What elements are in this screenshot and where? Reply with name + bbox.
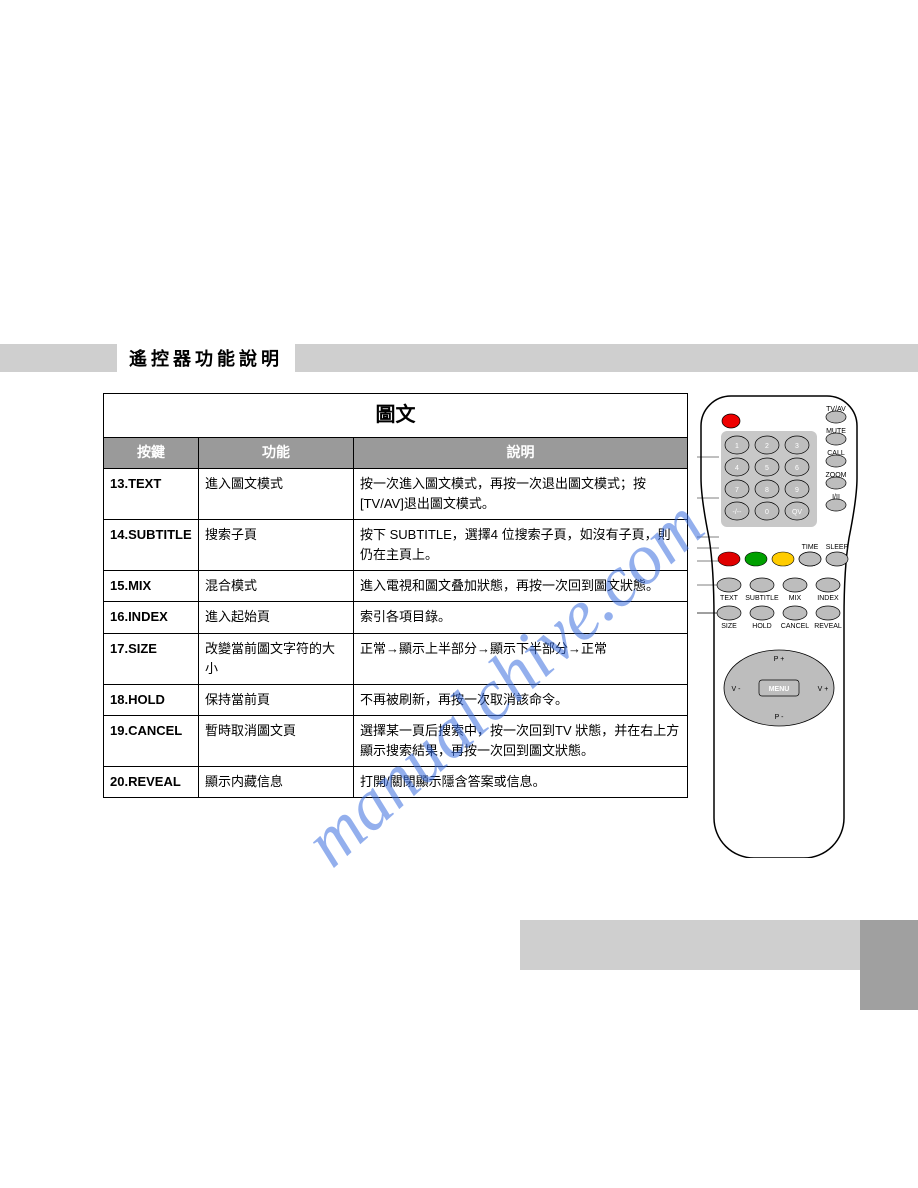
power-button[interactable] — [722, 414, 740, 428]
cell-desc: 不再被刷新，再按一次取消該命令。 — [354, 684, 688, 715]
table-row: 18.HOLD保持當前頁不再被刷新，再按一次取消該命令。 — [104, 684, 688, 715]
teletext-label: TEXT — [720, 595, 739, 602]
vplus-label[interactable]: V + — [818, 686, 829, 693]
numpad-label: 6 — [795, 465, 799, 472]
manual-page: 遙控器功能說明 圖文 按鍵 功能 說明 13.TEXT進入圖文模式按一次進入圖文… — [0, 0, 918, 1188]
footer-bar — [520, 920, 870, 970]
col-func: 功能 — [199, 438, 354, 469]
numpad-label: QV — [792, 509, 802, 516]
cell-func: 顯示内藏信息 — [199, 767, 354, 798]
sleep-button[interactable] — [826, 552, 848, 566]
teletext-label: SIZE — [721, 623, 737, 630]
numpad-label: 0 — [765, 509, 769, 516]
table-row: 17.SIZE改變當前圖文字符的大小正常→顯示上半部分→顯示下半部分→正常 — [104, 633, 688, 684]
cell-desc: 按一次進入圖文模式，再按一次退出圖文模式；按[TV/AV]退出圖文模式。 — [354, 468, 688, 519]
side-button[interactable] — [826, 499, 846, 511]
cell-func: 暫時取消圖文頁 — [199, 715, 354, 766]
numpad-label: 1 — [735, 443, 739, 450]
numpad-label: -/-- — [733, 509, 743, 516]
table-row: 14.SUBTITLE搜索子頁按下 SUBTITLE，選擇4 位搜索子頁，如沒有… — [104, 519, 688, 570]
teletext-label: CANCEL — [781, 623, 810, 630]
teletext-button[interactable] — [783, 606, 807, 620]
teletext-button[interactable] — [783, 578, 807, 592]
cell-key: 14.SUBTITLE — [104, 519, 199, 570]
cell-key: 16.INDEX — [104, 602, 199, 633]
cell-key: 17.SIZE — [104, 633, 199, 684]
section-title-bar: 遙控器功能說明 — [0, 344, 918, 372]
cell-desc: 進入電視和圖文叠加狀態，再按一次回到圖文狀態。 — [354, 571, 688, 602]
cell-key: 13.TEXT — [104, 468, 199, 519]
cell-key: 19.CANCEL — [104, 715, 199, 766]
cell-desc: 選擇某一頁后搜索中，按一次回到TV 狀態，并在右上方顯示搜索結果，再按一次回到圖… — [354, 715, 688, 766]
footer-tab — [860, 920, 918, 1010]
cell-desc: 索引各項目錄。 — [354, 602, 688, 633]
sleep-label: SLEEP — [826, 544, 849, 551]
time-button[interactable] — [799, 552, 821, 566]
teletext-button[interactable] — [717, 578, 741, 592]
teletext-button[interactable] — [816, 578, 840, 592]
numpad-label: 8 — [765, 487, 769, 494]
table-row: 13.TEXT進入圖文模式按一次進入圖文模式，再按一次退出圖文模式；按[TV/A… — [104, 468, 688, 519]
numpad-label: 2 — [765, 443, 769, 450]
teletext-button[interactable] — [750, 578, 774, 592]
teletext-label: SUBTITLE — [745, 595, 779, 602]
time-label: TIME — [802, 544, 819, 551]
cell-key: 15.MIX — [104, 571, 199, 602]
numpad-label: 7 — [735, 487, 739, 494]
cell-func: 搜索子頁 — [199, 519, 354, 570]
teletext-button[interactable] — [717, 606, 741, 620]
table-row: 20.REVEAL顯示内藏信息打開/關閉顯示隱含答案或信息。 — [104, 767, 688, 798]
pminus-label[interactable]: P - — [775, 714, 784, 721]
teletext-button[interactable] — [816, 606, 840, 620]
cell-func: 保持當前頁 — [199, 684, 354, 715]
cell-desc: 按下 SUBTITLE，選擇4 位搜索子頁，如沒有子頁，則仍在主頁上。 — [354, 519, 688, 570]
cell-func: 進入圖文模式 — [199, 468, 354, 519]
teletext-table: 圖文 按鍵 功能 說明 13.TEXT進入圖文模式按一次進入圖文模式，再按一次退… — [103, 393, 688, 798]
teletext-label: REVEAL — [814, 623, 842, 630]
col-key: 按鍵 — [104, 438, 199, 469]
side-button[interactable] — [826, 455, 846, 467]
table-title: 圖文 — [104, 394, 688, 438]
cell-func: 進入起始頁 — [199, 602, 354, 633]
numpad-label: 3 — [795, 443, 799, 450]
table-wrap: 圖文 按鍵 功能 說明 13.TEXT進入圖文模式按一次進入圖文模式，再按一次退… — [103, 393, 688, 798]
color-button[interactable] — [745, 552, 767, 566]
col-desc: 說明 — [354, 438, 688, 469]
cell-key: 18.HOLD — [104, 684, 199, 715]
numpad-label: 4 — [735, 465, 739, 472]
teletext-label: INDEX — [817, 595, 839, 602]
vminus-label[interactable]: V - — [732, 686, 742, 693]
color-button[interactable] — [718, 552, 740, 566]
teletext-button[interactable] — [750, 606, 774, 620]
teletext-label: MIX — [789, 595, 802, 602]
color-button[interactable] — [772, 552, 794, 566]
table-row: 19.CANCEL暫時取消圖文頁選擇某一頁后搜索中，按一次回到TV 狀態，并在右… — [104, 715, 688, 766]
side-button[interactable] — [826, 477, 846, 489]
menu-label: MENU — [769, 686, 790, 693]
teletext-label: HOLD — [752, 623, 771, 630]
pplus-label[interactable]: P + — [774, 656, 785, 663]
side-button[interactable] — [826, 411, 846, 423]
cell-func: 混合模式 — [199, 571, 354, 602]
cell-desc: 正常→顯示上半部分→顯示下半部分→正常 — [354, 633, 688, 684]
cell-func: 改變當前圖文字符的大小 — [199, 633, 354, 684]
cell-desc: 打開/關閉顯示隱含答案或信息。 — [354, 767, 688, 798]
section-title: 遙控器功能說明 — [117, 344, 295, 372]
table-row: 16.INDEX進入起始頁索引各項目錄。 — [104, 602, 688, 633]
cell-key: 20.REVEAL — [104, 767, 199, 798]
numpad-label: 9 — [795, 487, 799, 494]
side-button[interactable] — [826, 433, 846, 445]
table-row: 15.MIX混合模式進入電視和圖文叠加狀態，再按一次回到圖文狀態。 — [104, 571, 688, 602]
numpad-label: 5 — [765, 465, 769, 472]
remote-diagram: TV/AVMUTECALLZOOMI/II 123456789-/--0QV T… — [697, 393, 862, 858]
